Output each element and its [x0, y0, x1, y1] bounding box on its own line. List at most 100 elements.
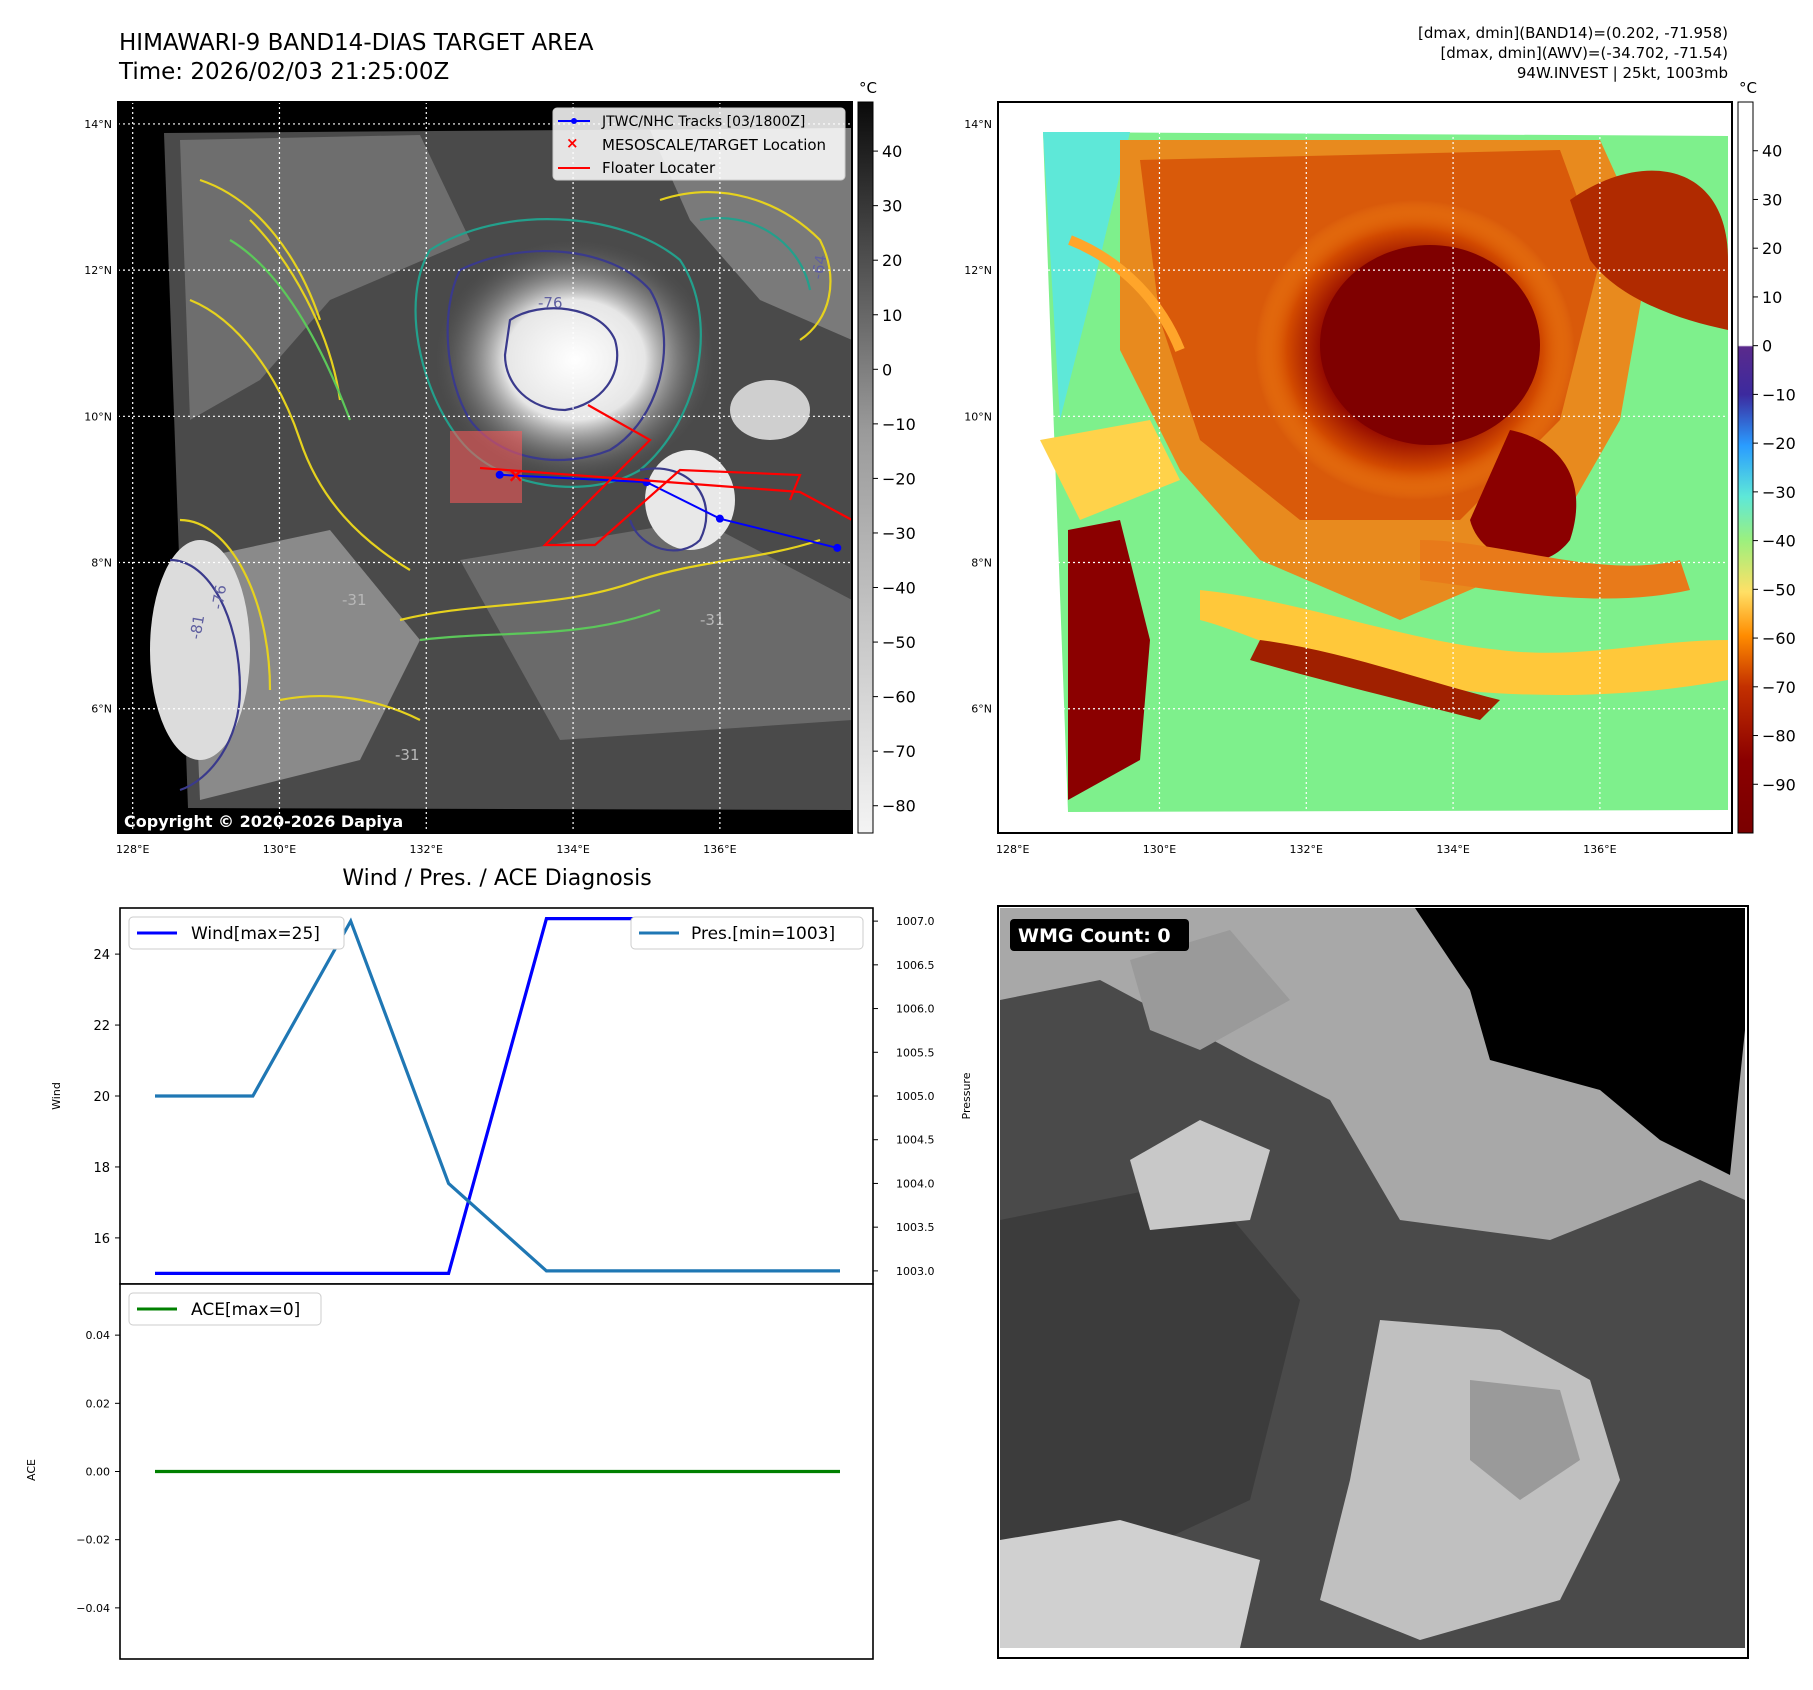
awv-colorbar-bar	[1737, 101, 1754, 834]
contour-label: -76	[538, 294, 563, 312]
lat-tick-label: 10°N	[84, 410, 112, 423]
awv-colorbar-ticks: 40 30 20 10 0 −10 −20 −30 −40 −50 −60 −70 −80 −90	[1753, 142, 1796, 794]
info-line2: [dmax, dmin](AWV)=(-34.702, -71.54)	[1440, 44, 1728, 62]
ir-map-lat-labels: 14°N 12°N 10°N 8°N 6°N	[84, 118, 112, 716]
pressure-tick-label: 1003.5	[896, 1221, 935, 1234]
wind-legend: Wind[max=25]	[128, 916, 345, 950]
awv-map-lat-labels: 14°N 12°N 10°N 8°N 6°N	[964, 118, 992, 716]
awv-imagery	[1040, 132, 1728, 812]
colorbar-tick-label: −50	[1762, 580, 1796, 599]
wind-tick-label: 24	[93, 948, 110, 963]
pressure-axis-label: Pressure	[960, 1072, 973, 1119]
wind-tick-label: 16	[93, 1232, 110, 1247]
info-line1: [dmax, dmin](BAND14)=(0.202, -71.958)	[1418, 24, 1728, 42]
awv-map-frame	[997, 101, 1733, 834]
colorbar-tick-label: −20	[882, 469, 916, 488]
wind-tick-label: 20	[93, 1090, 110, 1105]
ace-tick-label: 0.00	[86, 1466, 111, 1479]
wmg-frame	[997, 905, 1749, 1659]
mesoscale-box	[450, 431, 522, 503]
info-line3: 94W.INVEST | 25kt, 1003mb	[1517, 64, 1728, 82]
ace-legend-label: ACE[max=0]	[191, 1300, 300, 1320]
floater-locater-path	[542, 404, 802, 547]
contour-label-group: -76 -64 -31 -81 -76 -31 -31	[186, 253, 830, 764]
lat-tick-label: 8°N	[91, 557, 112, 570]
lon-tick-label: 134°E	[1436, 843, 1469, 856]
pressure-legend: Pres.[min=1003]	[630, 916, 864, 950]
pressure-tick-label: 1006.0	[896, 1003, 935, 1016]
wmg-darker-region	[1000, 1180, 1300, 1560]
colorbar-tick-label: −80	[1762, 727, 1796, 746]
contour-label: -31	[342, 591, 367, 609]
target-x-mark: ×	[507, 463, 524, 487]
track-point	[833, 543, 842, 552]
colorbar-tick-label: −80	[882, 797, 916, 816]
legend-track-marker	[571, 118, 577, 124]
colorbar-tick-label: −40	[1762, 532, 1796, 551]
legend-floater-label: Floater Locater	[602, 159, 716, 177]
colorbar-tick-label: 10	[882, 306, 902, 325]
lat-tick-label: 14°N	[964, 118, 992, 131]
pressure-legend-box	[630, 916, 864, 950]
track-line	[499, 473, 838, 549]
colorbar-tick-label: 20	[1762, 239, 1782, 258]
awv-map-gridlines	[998, 102, 1732, 833]
contour-label: -31	[395, 746, 420, 764]
diagnosis-title: Wind / Pres. / ACE Diagnosis	[342, 866, 651, 891]
colorbar-tick-label: −30	[1762, 483, 1796, 502]
pressure-tick-label: 1005.5	[896, 1046, 935, 1059]
wmg-count-badge	[1010, 919, 1189, 951]
ace-tick-label: −0.02	[76, 1534, 110, 1547]
lon-tick-label: 132°E	[1290, 843, 1323, 856]
map-title-line2: Time: 2026/02/03 21:25:00Z	[118, 59, 449, 85]
ir-map-frame	[117, 101, 853, 834]
colorbar-tick-label: 0	[1762, 337, 1772, 356]
colorbar-tick-label: 40	[882, 142, 902, 161]
colorbar-tick-label: −60	[1762, 629, 1796, 648]
pressure-line	[155, 917, 840, 1273]
colorbar-tick-label: −30	[882, 524, 916, 543]
ace-axis-ticks: 0.04 0.02 0.00 −0.02 −0.04	[76, 1329, 120, 1615]
lat-tick-label: 14°N	[84, 118, 112, 131]
track-point	[495, 470, 504, 479]
ace-tick-label: −0.04	[76, 1602, 110, 1615]
colorbar-tick-label: 20	[882, 251, 902, 270]
colorbar-tick-label: 0	[882, 360, 892, 379]
wmg-mid-region	[1130, 930, 1290, 1050]
lon-tick-label: 136°E	[703, 843, 736, 856]
ir-colorbar-bar	[857, 101, 874, 834]
awv-colorbar: °C 40 30 20 10 0 −10 −20 −30 −40 −50 −60 −70 −80 −90	[1737, 79, 1796, 834]
ace-axis-label: ACE	[25, 1459, 38, 1481]
ace-tick-label: 0.02	[86, 1397, 111, 1410]
ir-colorbar-unit: °C	[859, 79, 877, 97]
ir-map-panel: -76 -64 -31 -81 -76 -31 -31 × Copyright …	[84, 101, 853, 856]
wind-legend-label: Wind[max=25]	[191, 924, 320, 944]
lat-tick-label: 6°N	[91, 703, 112, 716]
legend-track-label: JTWC/NHC Tracks [03/1800Z]	[601, 114, 805, 130]
pressure-axis-ticks: 1007.0 1006.5 1006.0 1005.5 1005.0 1004.5 1004…	[873, 915, 935, 1278]
map-legend: JTWC/NHC Tracks [03/1800Z] × MESOSCALE/T…	[552, 107, 846, 181]
colorbar-tick-label: −50	[882, 633, 916, 652]
colorbar-tick-label: 10	[1762, 288, 1782, 307]
contour-label: -31	[700, 611, 725, 629]
map-title-line1: HIMAWARI-9 BAND14-DIAS TARGET AREA	[119, 30, 594, 56]
wmg-panel: WMG Count: 0	[997, 905, 1749, 1659]
colorbar-tick-label: −20	[1762, 434, 1796, 453]
lon-tick-label: 136°E	[1583, 843, 1616, 856]
colorbar-tick-label: −40	[882, 579, 916, 598]
contour-label: -81	[186, 613, 208, 640]
wind-axis-label: Wind	[50, 1082, 63, 1110]
wind-tick-label: 18	[93, 1161, 110, 1176]
lon-tick-label: 132°E	[410, 843, 443, 856]
colorbar-tick-label: 30	[882, 197, 902, 216]
floater-locater-line	[479, 466, 853, 521]
ace-legend: ACE[max=0]	[128, 1292, 322, 1326]
lat-tick-label: 12°N	[84, 264, 112, 277]
pressure-tick-label: 1006.5	[896, 959, 935, 972]
colorbar-tick-label: −70	[882, 742, 916, 761]
ace-tick-label: 0.04	[86, 1329, 111, 1342]
lat-tick-label: 8°N	[971, 557, 992, 570]
jtwc-track	[495, 470, 842, 552]
